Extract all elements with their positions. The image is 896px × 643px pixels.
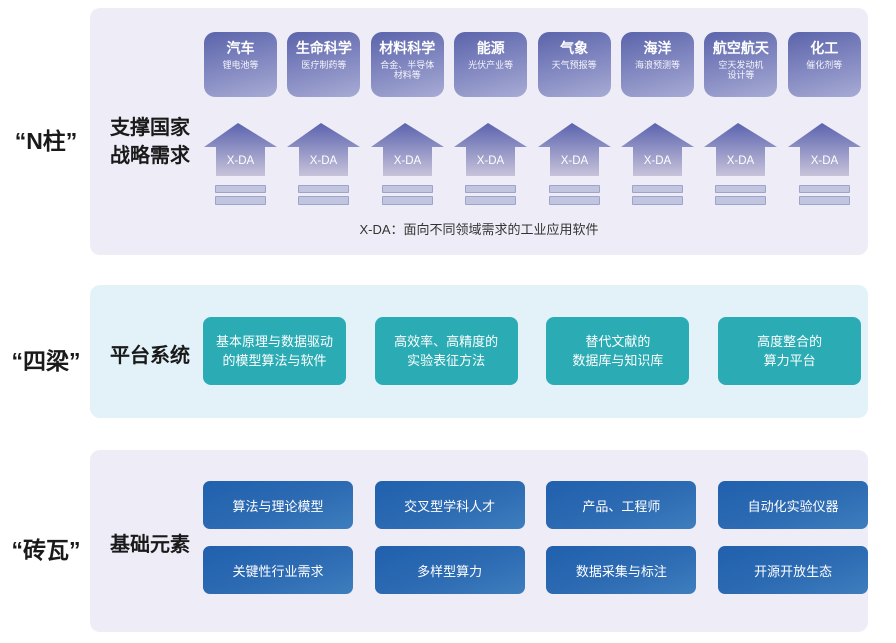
svg-text:X-DA: X-DA bbox=[727, 155, 755, 167]
svg-text:X-DA: X-DA bbox=[227, 155, 255, 167]
svg-text:X-DA: X-DA bbox=[644, 155, 672, 167]
svg-text:X-DA: X-DA bbox=[811, 155, 839, 167]
svg-text:X-DA: X-DA bbox=[477, 155, 505, 167]
svg-text:X-DA: X-DA bbox=[310, 155, 338, 167]
svg-text:X-DA: X-DA bbox=[394, 155, 422, 167]
svg-text:X-DA: X-DA bbox=[560, 155, 588, 167]
